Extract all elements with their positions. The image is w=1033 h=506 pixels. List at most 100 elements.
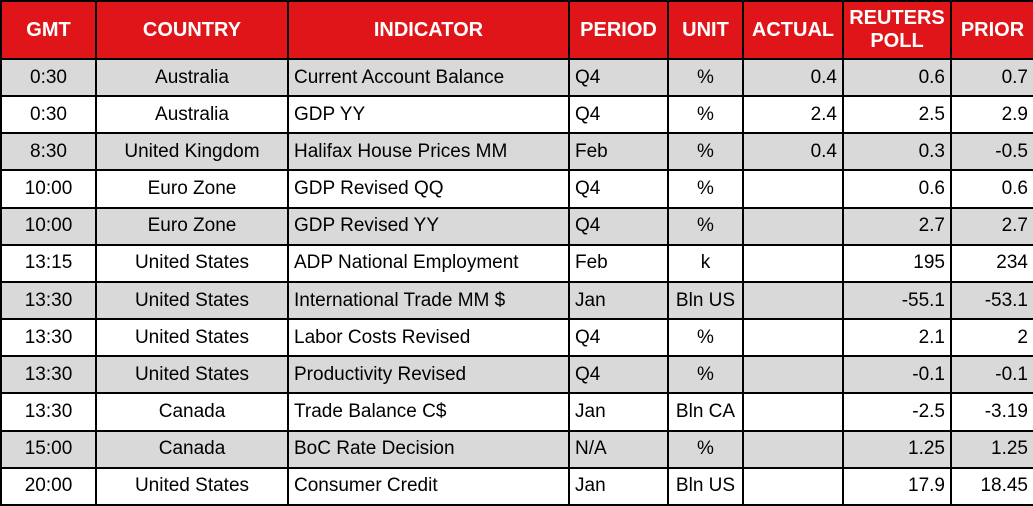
cell-reuters-poll: -55.1 (842, 280, 952, 321)
cell-gmt: 20:00 (0, 466, 97, 506)
cell-prior: -0.5 (950, 132, 1033, 172)
cell-period: Feb (568, 132, 669, 172)
cell-reuters-poll: -2.5 (842, 392, 952, 432)
table-row: 13:30 United States Productivity Revised Q4… (0, 355, 1033, 395)
column-header-period: PERIOD (568, 0, 669, 60)
table-row: 0:30 Australia GDP YY Q4% 2.4 2.5 2.9 (0, 95, 1033, 135)
cell-unit: % (667, 169, 744, 209)
cell-country: United States (95, 280, 289, 321)
cell-period: Q4 (568, 318, 669, 358)
cell-unit: % (667, 429, 744, 469)
cell-indicator: International Trade MM $ (287, 280, 570, 321)
cell-actual (742, 169, 844, 209)
cell-period: Q4 (568, 355, 669, 395)
cell-unit: Bln CA (667, 392, 744, 432)
cell-country: United States (95, 466, 289, 506)
cell-period: Q4 (568, 169, 669, 209)
cell-actual (742, 429, 844, 469)
table-row: 0:30 Australia Current Account Balance Q4% 0… (0, 57, 1033, 98)
cell-actual (742, 466, 844, 506)
column-header-reuters-poll: REUTERS POLL (842, 0, 952, 60)
cell-indicator: Consumer Credit (287, 466, 570, 506)
table-row: 13:15 United States ADP National Employmen… (0, 243, 1033, 283)
cell-indicator: BoC Rate Decision (287, 429, 570, 469)
cell-reuters-poll: 2.7 (842, 206, 952, 246)
cell-unit: % (667, 318, 744, 358)
cell-actual: 2.4 (742, 95, 844, 135)
table-row: 20:00 United States Consumer Credit Jan Bln … (0, 466, 1033, 506)
cell-reuters-poll: 1.25 (842, 429, 952, 469)
cell-prior: 0.6 (950, 169, 1033, 209)
table-row: 10:00 Euro Zone GDP Revised YY Q4% 2.7 2.7 (0, 206, 1033, 246)
cell-period: Jan (568, 466, 669, 506)
cell-indicator: Labor Costs Revised (287, 318, 570, 358)
cell-gmt: 13:15 (0, 243, 97, 283)
cell-actual (742, 355, 844, 395)
cell-unit: % (667, 95, 744, 135)
column-header-prior: PRIOR (950, 0, 1033, 60)
table-row: 13:30 United States International Trade MM… (0, 280, 1033, 321)
cell-gmt: 8:30 (0, 132, 97, 172)
cell-reuters-poll: 195 (842, 243, 952, 283)
cell-gmt: 10:00 (0, 169, 97, 209)
cell-indicator: Productivity Revised (287, 355, 570, 395)
cell-actual (742, 318, 844, 358)
cell-country: Australia (95, 57, 289, 98)
cell-gmt: 15:00 (0, 429, 97, 469)
cell-country: United Kingdom (95, 132, 289, 172)
table-row: 13:30 United States Labor Costs Revised Q4%… (0, 318, 1033, 358)
cell-prior: 234 (950, 243, 1033, 283)
cell-prior: 2.9 (950, 95, 1033, 135)
cell-reuters-poll: 0.6 (842, 169, 952, 209)
cell-country: Australia (95, 95, 289, 135)
cell-period: N/A (568, 429, 669, 469)
cell-indicator: GDP Revised YY (287, 206, 570, 246)
table-row: 8:30 United Kingdom Halifax House Prices M… (0, 132, 1033, 172)
cell-gmt: 13:30 (0, 280, 97, 321)
cell-unit: % (667, 206, 744, 246)
cell-reuters-poll: 0.6 (842, 57, 952, 98)
cell-prior: 1.25 (950, 429, 1033, 469)
cell-country: Canada (95, 392, 289, 432)
cell-gmt: 0:30 (0, 95, 97, 135)
cell-prior: 2 (950, 318, 1033, 358)
cell-actual: 0.4 (742, 57, 844, 98)
cell-indicator: Current Account Balance (287, 57, 570, 98)
cell-reuters-poll: 2.1 (842, 318, 952, 358)
cell-indicator: GDP Revised QQ (287, 169, 570, 209)
header-row: GMT COUNTRY INDICATOR PERIOD UNIT ACTUAL REUTE… (0, 0, 1033, 60)
cell-country: Euro Zone (95, 206, 289, 246)
cell-period: Feb (568, 243, 669, 283)
table-row: 15:00 Canada BoC Rate Decision N/A% 1.25 1.25 (0, 429, 1033, 469)
column-header-gmt: GMT (0, 0, 97, 60)
table-row: 13:30 Canada Trade Balance C$ Jan Bln CA -2.5… (0, 392, 1033, 432)
cell-prior: -3.19 (950, 392, 1033, 432)
cell-gmt: 13:30 (0, 318, 97, 358)
column-header-unit: UNIT (667, 0, 744, 60)
cell-actual (742, 392, 844, 432)
cell-reuters-poll: -0.1 (842, 355, 952, 395)
cell-indicator: GDP YY (287, 95, 570, 135)
cell-actual (742, 280, 844, 321)
cell-reuters-poll: 2.5 (842, 95, 952, 135)
cell-actual: 0.4 (742, 132, 844, 172)
cell-gmt: 13:30 (0, 392, 97, 432)
cell-gmt: 10:00 (0, 206, 97, 246)
cell-prior: 18.45 (950, 466, 1033, 506)
table-row: 10:00 Euro Zone GDP Revised QQ Q4% 0.6 0.6 (0, 169, 1033, 209)
cell-unit: Bln US (667, 280, 744, 321)
cell-unit: % (667, 355, 744, 395)
cell-unit: Bln US (667, 466, 744, 506)
cell-country: United States (95, 355, 289, 395)
cell-indicator: Trade Balance C$ (287, 392, 570, 432)
cell-actual (742, 243, 844, 283)
cell-indicator: ADP National Employment (287, 243, 570, 283)
cell-period: Jan (568, 392, 669, 432)
cell-country: Canada (95, 429, 289, 469)
cell-period: Q4 (568, 57, 669, 98)
cell-unit: % (667, 132, 744, 172)
cell-unit: k (667, 243, 744, 283)
cell-indicator: Halifax House Prices MM (287, 132, 570, 172)
column-header-country: COUNTRY (95, 0, 289, 60)
